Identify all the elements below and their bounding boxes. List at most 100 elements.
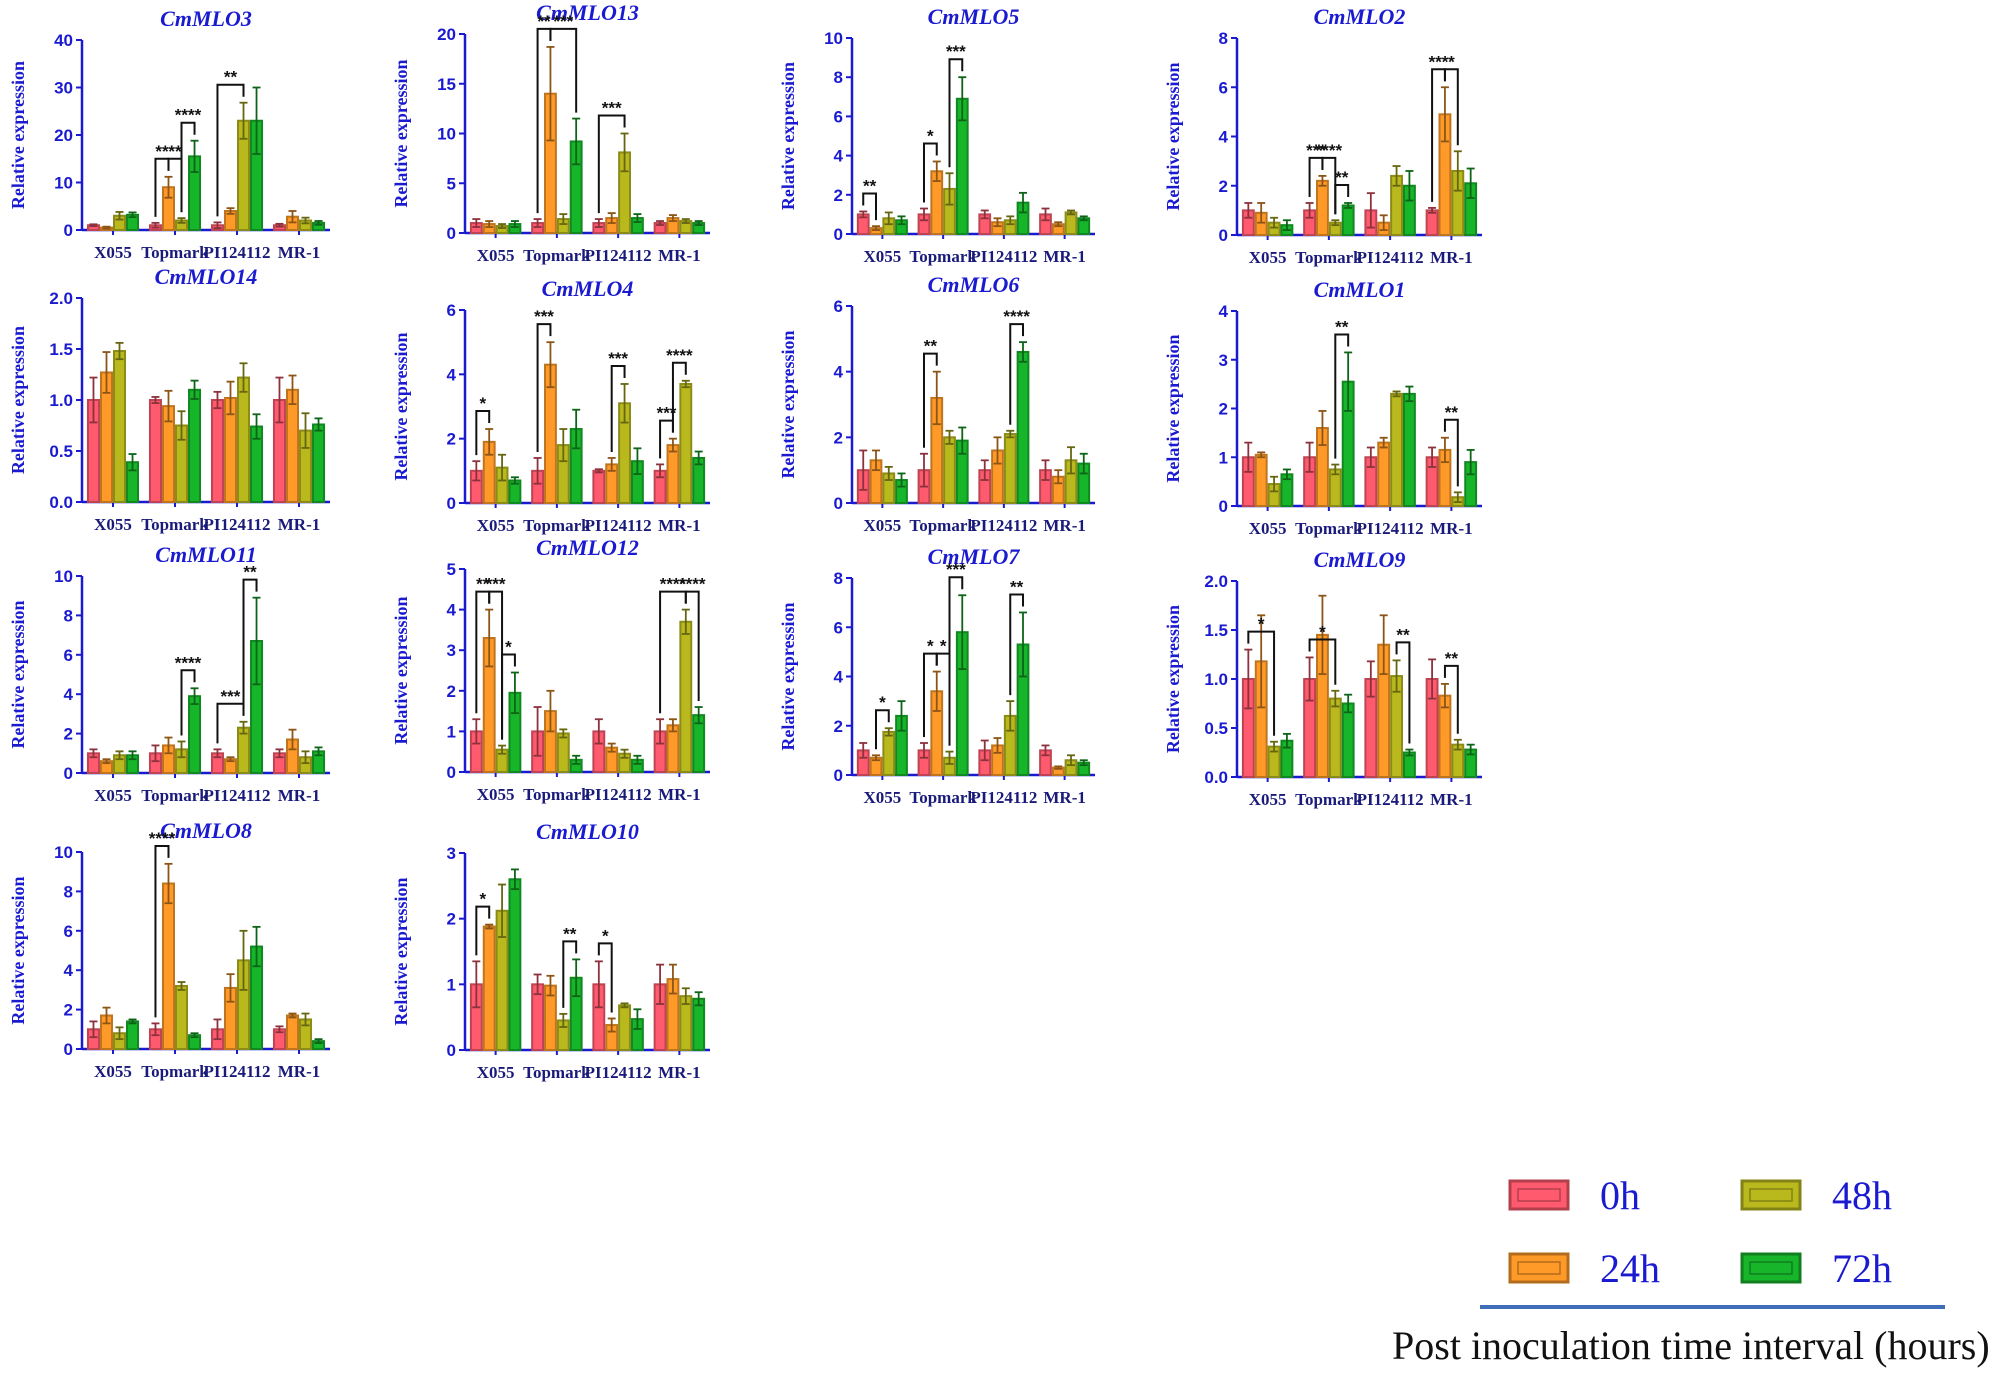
x-tick-label: X055 (1249, 519, 1287, 538)
bar-0h (210, 399, 224, 503)
significance-bracket (180, 669, 196, 736)
chart-title: CmMLO2 (1314, 4, 1406, 29)
chart-cmmlo8: CmMLO8 Relative expression 0 2 4 6 8 10 X055 Topm… (8, 818, 330, 1081)
significance-bracket (597, 114, 626, 214)
chart-cmmlo10: CmMLO10 Relative expression 0 1 2 3 X055 * Topma… (391, 819, 710, 1082)
x-tick-label: MR-1 (278, 515, 320, 534)
chart-cmmlo13: CmMLO13 Relative expression 0 5 10 15 20 X055 To… (391, 0, 710, 265)
y-tick-label: 2 (834, 428, 843, 447)
chart-cmmlo1: CmMLO1 Relative expression 0 1 2 3 4 X055 Topmar… (1163, 277, 1482, 538)
x-tick-label: X055 (1249, 790, 1287, 809)
significance-bracket (1308, 638, 1337, 685)
bar-72h (1341, 204, 1355, 236)
bar-48h (1064, 211, 1078, 236)
x-tick-label: PI124112 (970, 247, 1037, 266)
x-tick-label: Topmark (523, 246, 591, 265)
bar-72h (126, 1020, 140, 1050)
y-tick-label: 0 (64, 1040, 73, 1059)
legend: 0h 48h 24h 72h (1480, 1173, 1945, 1309)
legend-swatch-24h (1508, 1252, 1570, 1284)
significance-label: *** (608, 349, 628, 368)
y-axis-label: Relative expression (778, 62, 798, 210)
y-axis-label: Relative expression (1163, 334, 1183, 482)
significance-label: *** (553, 12, 573, 31)
y-tick-label: 0 (834, 766, 843, 785)
y-tick-label: 4 (1219, 302, 1229, 321)
x-tick-label: X055 (477, 785, 515, 804)
x-tick-label: X055 (94, 1062, 132, 1081)
x-tick-label: MR-1 (278, 243, 320, 262)
y-tick-label: 0 (447, 763, 456, 782)
bar-72h (188, 695, 202, 774)
significance-label: ** (168, 142, 182, 161)
y-tick-label: 10 (54, 174, 73, 193)
x-tick-label: PI124112 (1357, 790, 1424, 809)
y-tick-label: 0 (447, 494, 456, 513)
y-tick-label: 8 (1219, 29, 1228, 48)
significance-label: *** (946, 560, 966, 579)
chart-cmmlo6: CmMLO6 Relative expression 0 2 4 6 X055 Topmark… (778, 272, 1095, 535)
bar-48h (556, 732, 570, 773)
y-tick-label: 3 (447, 844, 456, 863)
significance-label: *** (657, 404, 677, 423)
chart-title: CmMLO12 (536, 535, 639, 560)
y-tick-label: 6 (834, 107, 843, 126)
x-tick-label: PI124112 (970, 788, 1037, 807)
significance-label: ** (1396, 625, 1410, 644)
y-tick-label: 15 (437, 75, 456, 94)
chart-title: CmMLO7 (928, 544, 1021, 569)
significance-bracket (922, 142, 938, 203)
chart-title: CmMLO4 (542, 276, 634, 301)
significance-label: ** (224, 68, 238, 87)
significance-bracket (1334, 183, 1350, 215)
y-tick-label: 0 (1219, 497, 1228, 516)
x-tick-label: MR-1 (1043, 788, 1085, 807)
significance-label: **** (175, 106, 202, 125)
y-tick-label: 2.0 (1204, 572, 1228, 591)
significance-bracket (242, 578, 258, 716)
bar-48h (618, 1004, 631, 1052)
x-tick-label: PI124112 (203, 515, 270, 534)
x-tick-label: MR-1 (278, 786, 320, 805)
bar-0h (148, 399, 162, 503)
significance-label: *** (534, 307, 554, 326)
y-tick-label: 2.0 (49, 289, 73, 308)
chart-title: CmMLO13 (536, 0, 639, 25)
bar-0h (1425, 209, 1439, 236)
x-tick-label: Topmark (523, 516, 591, 535)
significance-label: ** (924, 337, 938, 356)
y-tick-label: 10 (54, 567, 73, 586)
y-axis-label: Relative expression (8, 876, 28, 1024)
significance-bracket (922, 352, 938, 448)
x-tick-label: Topmark (909, 788, 977, 807)
x-tick-label: X055 (94, 243, 132, 262)
bar-48h (943, 436, 956, 505)
x-tick-label: MR-1 (658, 516, 700, 535)
significance-label: * (940, 637, 947, 656)
chart-title: CmMLO10 (536, 819, 639, 844)
significance-bracket (501, 653, 516, 740)
x-tick-label: PI124112 (970, 516, 1037, 535)
y-tick-label: 4 (834, 668, 844, 687)
y-tick-label: 0.5 (1204, 719, 1228, 738)
y-tick-label: 4 (834, 363, 844, 382)
x-tick-label: X055 (477, 516, 515, 535)
legend-label-72h: 72h (1832, 1246, 1892, 1291)
x-tick-label: MR-1 (278, 1062, 320, 1081)
chart-title: CmMLO6 (928, 272, 1020, 297)
y-tick-label: 1 (1219, 448, 1228, 467)
significance-bracket (610, 364, 626, 452)
y-tick-label: 2 (834, 717, 843, 736)
significance-label: **** (175, 653, 202, 672)
chart-title: CmMLO11 (155, 542, 256, 567)
x-tick-label: Topmark (1295, 790, 1363, 809)
y-tick-label: 2 (1219, 177, 1228, 196)
significance-bracket (475, 410, 491, 456)
bar-72h (1341, 702, 1355, 778)
chart-title: CmMLO3 (160, 6, 252, 31)
significance-label: ** (563, 924, 577, 943)
x-tick-label: MR-1 (1043, 516, 1085, 535)
x-tick-label: Topmark (909, 516, 977, 535)
legend-swatch-inner (1749, 1188, 1793, 1202)
y-tick-label: 20 (54, 126, 73, 145)
